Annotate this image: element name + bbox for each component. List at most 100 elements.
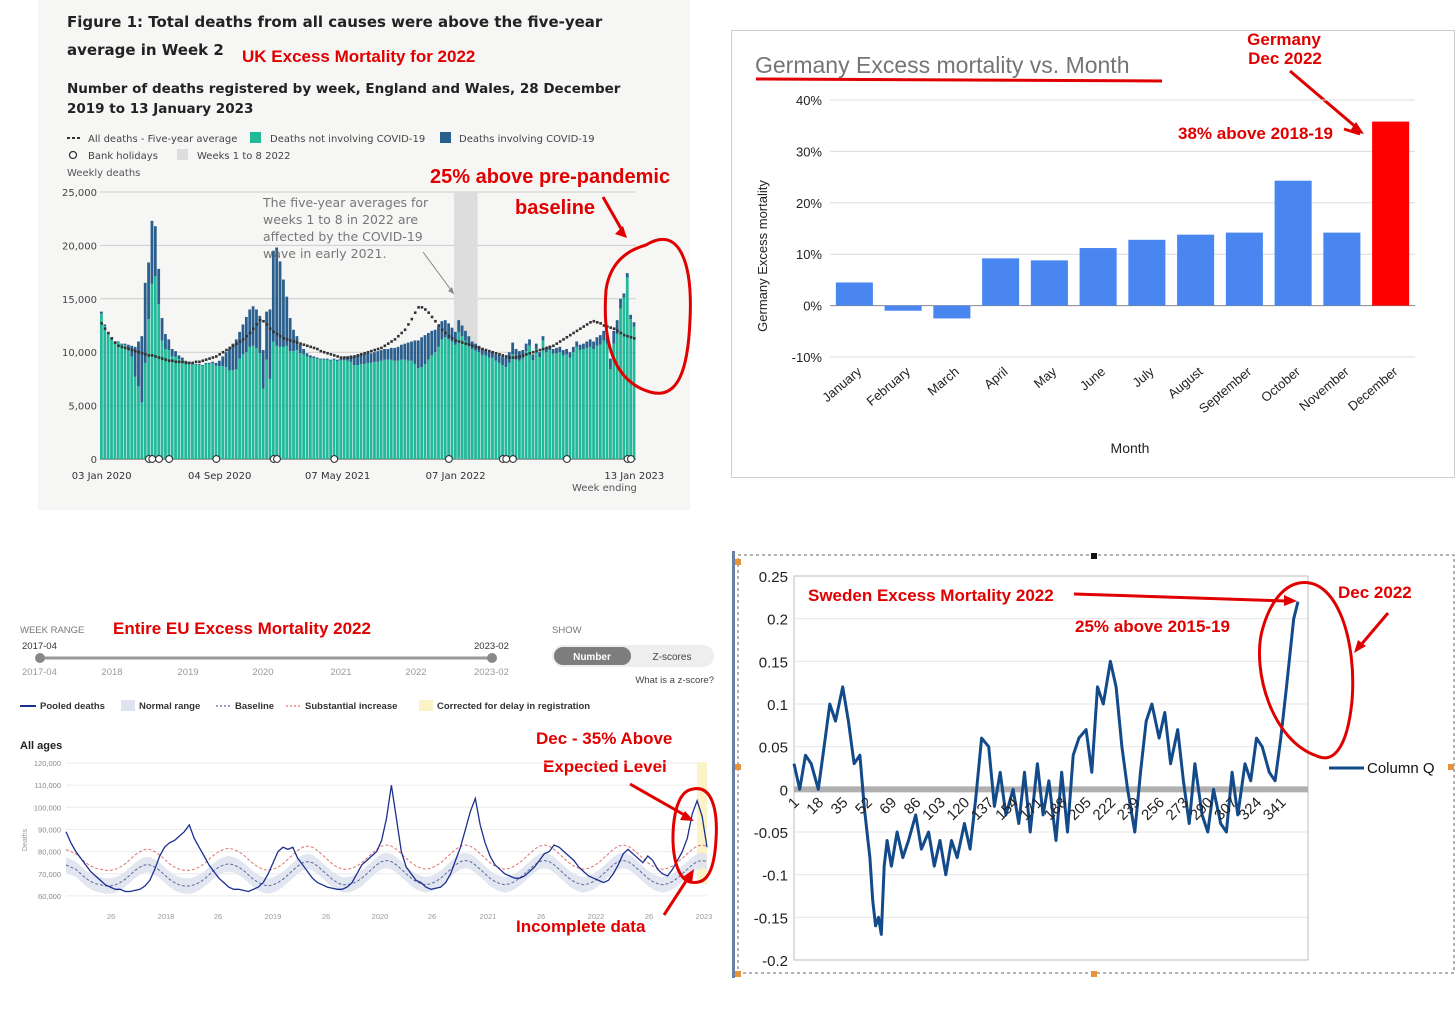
uk-avg-point xyxy=(373,348,377,352)
uk-bar-covid xyxy=(504,357,508,368)
eu-y-tick-label: 120,000 xyxy=(34,759,61,768)
uk-bar-not-covid xyxy=(504,367,508,459)
uk-avg-point xyxy=(589,320,592,324)
uk-bar-not-covid xyxy=(164,348,167,459)
eu-y-tick-label: 100,000 xyxy=(34,803,61,812)
de-annotation-line2: Dec 2022 xyxy=(1248,49,1322,68)
uk-avg-point xyxy=(579,327,582,331)
eu-range-ticks: 2017-04 2018 2019 2020 2021 2022 2023-02 xyxy=(22,667,509,678)
de-title-underline xyxy=(755,77,1163,83)
de-x-tick-label: June xyxy=(1077,364,1108,394)
uk-bank-holiday-marker xyxy=(155,455,163,463)
uk-bar-covid xyxy=(494,354,498,361)
uk-bar-not-covid xyxy=(632,326,636,459)
uk-bar-not-covid xyxy=(238,358,241,459)
uk-avg-point xyxy=(498,353,501,356)
uk-bar-not-covid xyxy=(416,368,420,459)
uk-avg-point xyxy=(302,343,306,347)
uk-avg-point xyxy=(555,342,559,345)
uk-avg-point xyxy=(188,361,191,365)
uk-bar-covid xyxy=(231,343,235,371)
uk-bar-covid xyxy=(467,336,471,345)
uk-bar-covid xyxy=(352,356,356,366)
uk-bar-covid xyxy=(464,330,467,341)
uk-bar-not-covid xyxy=(180,360,184,459)
uk-bar-not-covid xyxy=(369,362,373,459)
uk-avg-point xyxy=(265,323,269,326)
uk-bar-covid xyxy=(582,343,585,349)
eu-range-tick: 2017-04 xyxy=(22,667,57,678)
uk-avg-point xyxy=(130,348,134,352)
uk-bar-not-covid xyxy=(487,357,491,459)
uk-bar-not-covid xyxy=(474,350,477,459)
uk-avg-point xyxy=(575,329,579,333)
eu-toggle-number-button[interactable] xyxy=(554,647,631,665)
uk-avg-point xyxy=(386,342,390,345)
uk-avg-point xyxy=(198,360,201,364)
eu-normal-range xyxy=(66,852,707,894)
de-bars xyxy=(835,121,1410,319)
uk-bar-covid xyxy=(362,354,366,364)
uk-bar-not-covid xyxy=(477,352,481,459)
eu-range-start-handle[interactable] xyxy=(35,653,45,663)
uk-bar-covid xyxy=(322,358,326,360)
se-handle-left[interactable] xyxy=(735,764,741,770)
uk-avg-point xyxy=(525,353,528,356)
uk-bar-covid xyxy=(298,344,302,354)
se-handle-top[interactable] xyxy=(1091,553,1097,559)
de-x-tick-label: September xyxy=(1196,363,1255,416)
uk-avg-point xyxy=(289,339,292,342)
uk-bar-covid xyxy=(484,350,488,356)
se-handle-bottom-left[interactable] xyxy=(735,971,741,977)
uk-avg-point xyxy=(241,338,245,341)
de-y-tick-label: 0% xyxy=(803,299,822,314)
uk-bar-not-covid xyxy=(528,345,531,459)
uk-bar-covid xyxy=(619,298,622,309)
uk-avg-point xyxy=(474,345,478,349)
uk-bar-covid xyxy=(555,347,558,354)
se-handle-bottom[interactable] xyxy=(1091,971,1097,977)
uk-bar-not-covid xyxy=(298,353,302,459)
uk-avg-point xyxy=(629,335,633,339)
uk-bar-covid xyxy=(430,330,434,356)
uk-avg-point xyxy=(201,359,205,363)
uk-avg-point xyxy=(558,340,562,343)
uk-bar-not-covid xyxy=(275,345,279,459)
uk-avg-point xyxy=(434,319,437,323)
eu-range-tick: 2019 xyxy=(177,667,198,678)
uk-bar-not-covid xyxy=(116,342,120,459)
uk-bar-not-covid xyxy=(602,340,606,459)
de-red-arrow-2 xyxy=(1343,127,1361,136)
uk-avg-point xyxy=(107,331,110,335)
germany-chart: Germany Excess mortality vs. Month Germa… xyxy=(755,30,1415,456)
uk-avg-point xyxy=(552,344,555,348)
eu-toggle-z-button[interactable]: Z-scores xyxy=(653,652,692,663)
uk-avg-point xyxy=(329,353,333,356)
eu-z-score-link[interactable]: What is a z-score? xyxy=(635,675,714,686)
uk-bar-not-covid xyxy=(231,370,235,459)
uk-avg-point xyxy=(582,325,586,328)
uk-bar-not-covid xyxy=(555,353,558,459)
de-gridlines: -10% 0% 10% 20% 30% 40% xyxy=(792,93,1415,365)
uk-bar-covid xyxy=(595,337,599,346)
se-x-tick-label: 69 xyxy=(876,794,900,818)
de-x-tick-label: December xyxy=(1345,363,1401,413)
se-handle-top-left[interactable] xyxy=(735,559,741,565)
eu-legend-normal-swatch xyxy=(121,700,135,711)
uk-avg-point xyxy=(255,323,259,326)
eu-range-end-handle[interactable] xyxy=(487,653,497,663)
uk-bar-covid xyxy=(450,327,454,342)
uk-bar-covid xyxy=(255,309,258,348)
uk-bar-covid xyxy=(157,268,161,305)
uk-avg-point xyxy=(504,355,508,358)
uk-avg-point xyxy=(238,340,242,343)
uk-avg-point xyxy=(376,347,380,351)
eu-show-label: SHOW xyxy=(552,625,582,636)
de-x-tick-label: July xyxy=(1129,363,1157,390)
eu-x-tick-label: 26 xyxy=(645,912,653,921)
uk-bank-holiday-marker xyxy=(148,455,157,463)
uk-legend-weeks: Weeks 1 to 8 2022 xyxy=(197,151,291,162)
uk-bar-covid xyxy=(268,309,272,379)
se-handle-right[interactable] xyxy=(1448,764,1454,770)
uk-bar-not-covid xyxy=(585,347,589,459)
